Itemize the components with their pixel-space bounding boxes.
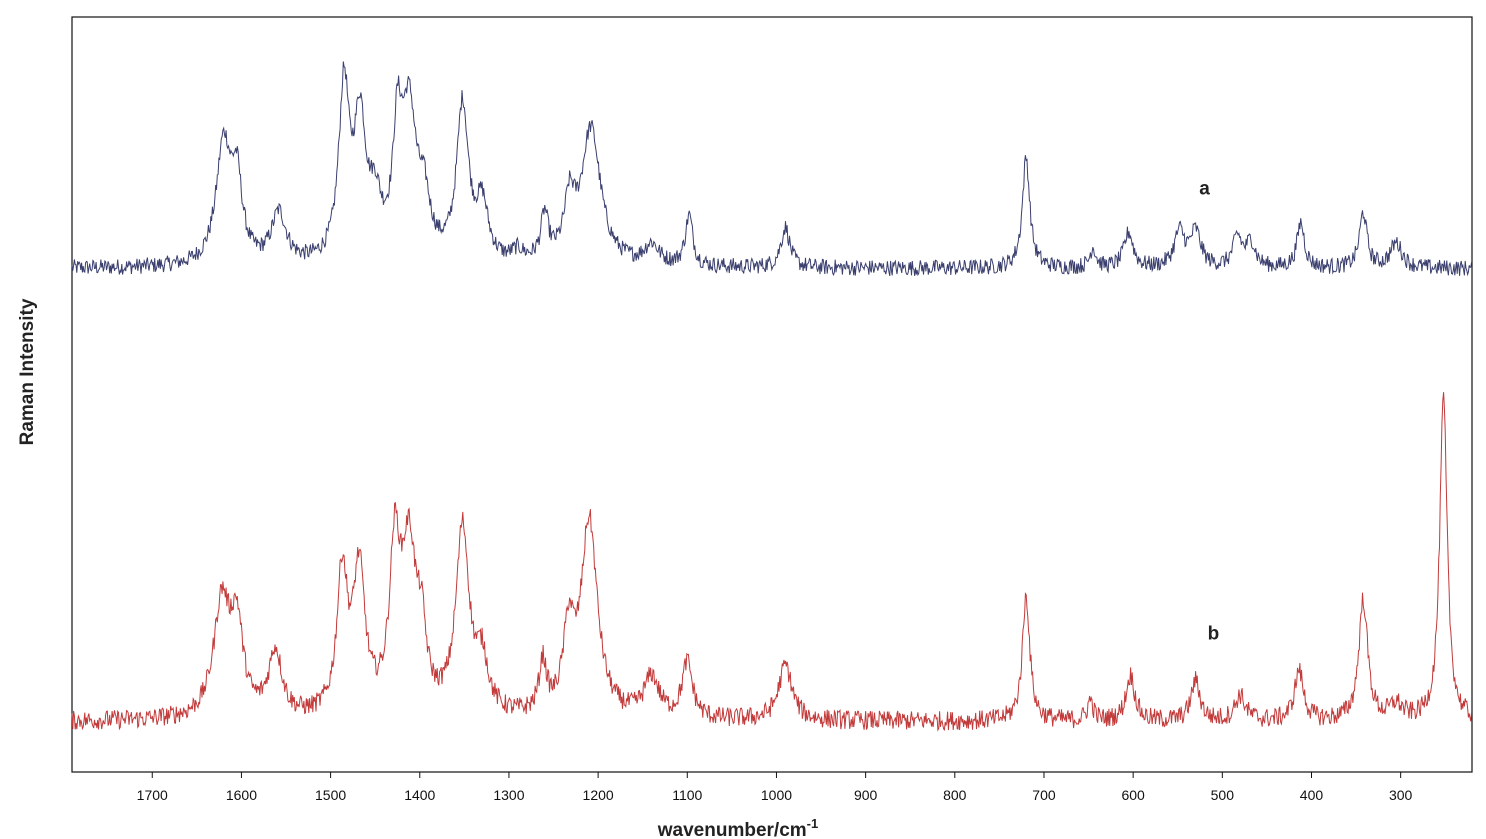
x-tick-label: 1300 (493, 787, 524, 803)
x-tick-label: 400 (1300, 787, 1324, 803)
x-tick-label: 1000 (761, 787, 792, 803)
x-tick-label: 1400 (404, 787, 435, 803)
plot-area: ab (71, 16, 1473, 773)
x-tick-label: 900 (854, 787, 878, 803)
y-axis-title: Raman Intensity (17, 298, 38, 445)
x-tick-label: 500 (1211, 787, 1235, 803)
series-label-a: a (1199, 179, 1210, 200)
x-tick-label: 1700 (137, 787, 168, 803)
series-label-layer: ab (1199, 179, 1219, 645)
x-axis: 1700 1600 1500 1400 1300 1200 1100 1000 900 800 70… (137, 772, 1413, 803)
x-tick-label: 1200 (583, 787, 614, 803)
x-axis-title-superscript: -1 (807, 816, 819, 831)
x-tick-label: 600 (1121, 787, 1145, 803)
series-line-a (71, 61, 1473, 277)
x-tick-label: 800 (943, 787, 967, 803)
x-tick-label: 1100 (672, 787, 702, 803)
x-axis-title-main: wavenumber/cm (657, 820, 807, 839)
x-tick-label: 700 (1032, 787, 1056, 803)
x-tick-label: 300 (1389, 787, 1413, 803)
x-tick-label: 1600 (226, 787, 257, 803)
x-axis-title: wavenumber/cm-1 (657, 816, 818, 839)
x-tick-label: 1500 (315, 787, 346, 803)
series-line-b (71, 392, 1473, 732)
series-label-b: b (1208, 624, 1220, 645)
plot-frame (71, 16, 1473, 773)
series-layer (71, 61, 1473, 732)
